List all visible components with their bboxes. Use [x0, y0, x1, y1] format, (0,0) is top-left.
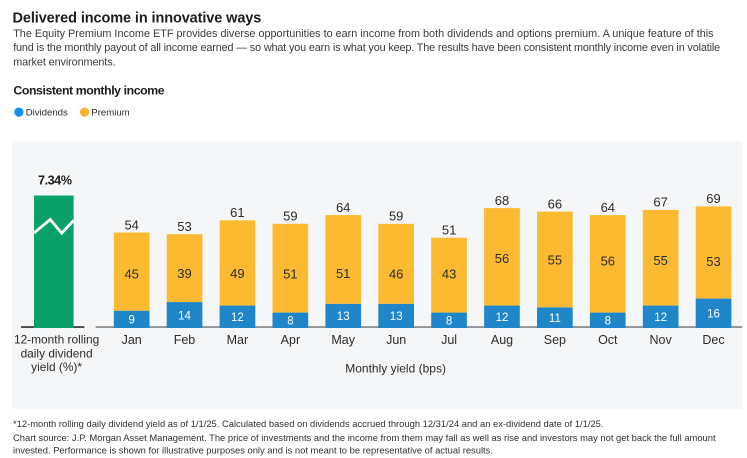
- svg-text:12-month rolling: 12-month rolling: [14, 333, 99, 347]
- svg-text:Mar: Mar: [227, 333, 249, 347]
- svg-text:46: 46: [389, 266, 403, 281]
- svg-text:8: 8: [605, 316, 611, 328]
- svg-text:69: 69: [706, 191, 720, 206]
- svg-text:May: May: [331, 333, 355, 347]
- svg-text:fund is the monthly payout of: fund is the monthly payout of all income…: [13, 42, 720, 54]
- svg-text:8: 8: [446, 316, 452, 328]
- svg-text:61: 61: [230, 205, 244, 220]
- svg-text:Jun: Jun: [386, 333, 406, 347]
- svg-text:invested. Performance is shown: invested. Performance is shown for illus…: [13, 444, 493, 455]
- svg-text:66: 66: [548, 196, 562, 211]
- svg-text:68: 68: [495, 193, 509, 208]
- svg-text:Premium: Premium: [91, 107, 129, 118]
- svg-text:7.34%: 7.34%: [38, 174, 72, 188]
- svg-text:The Equity Premium Income ETF: The Equity Premium Income ETF provides d…: [13, 28, 714, 40]
- svg-text:45: 45: [124, 267, 138, 282]
- svg-text:Chart source: J.P. Morgan Asse: Chart source: J.P. Morgan Asset Manageme…: [13, 432, 716, 443]
- svg-text:Jan: Jan: [122, 333, 142, 347]
- svg-text:*12-month rolling daily divide: *12-month rolling daily dividend yield a…: [13, 418, 604, 429]
- svg-text:53: 53: [706, 254, 720, 269]
- svg-text:Apr: Apr: [281, 333, 300, 347]
- svg-text:Feb: Feb: [174, 333, 196, 347]
- svg-text:16: 16: [707, 309, 720, 321]
- svg-text:13: 13: [337, 311, 350, 323]
- svg-text:64: 64: [336, 200, 350, 215]
- svg-text:yield (%)*: yield (%)*: [31, 360, 82, 374]
- svg-text:55: 55: [653, 253, 667, 268]
- svg-text:12: 12: [654, 312, 667, 324]
- svg-text:Consistent monthly income: Consistent monthly income: [13, 83, 164, 97]
- svg-text:13: 13: [390, 311, 403, 323]
- svg-text:Dec: Dec: [702, 333, 724, 347]
- svg-text:53: 53: [177, 219, 191, 234]
- svg-text:Dividends: Dividends: [26, 107, 68, 118]
- svg-text:51: 51: [442, 223, 456, 238]
- svg-text:11: 11: [549, 313, 561, 325]
- svg-text:8: 8: [287, 316, 293, 328]
- svg-text:43: 43: [442, 267, 456, 282]
- svg-text:56: 56: [601, 254, 615, 269]
- svg-text:59: 59: [283, 209, 297, 224]
- svg-text:Aug: Aug: [491, 333, 513, 347]
- svg-text:51: 51: [283, 266, 297, 281]
- svg-text:59: 59: [389, 209, 403, 224]
- svg-text:12: 12: [231, 312, 244, 324]
- svg-text:Sep: Sep: [544, 333, 566, 347]
- svg-text:12: 12: [496, 312, 509, 324]
- svg-text:39: 39: [177, 266, 191, 281]
- svg-text:Jul: Jul: [441, 333, 457, 347]
- svg-text:Monthly yield (bps): Monthly yield (bps): [345, 361, 446, 375]
- svg-text:51: 51: [336, 266, 350, 281]
- svg-text:daily dividend: daily dividend: [21, 346, 93, 360]
- svg-text:Oct: Oct: [598, 333, 618, 347]
- svg-text:49: 49: [230, 266, 244, 281]
- svg-text:54: 54: [124, 217, 138, 232]
- svg-text:Delivered income in innovative: Delivered income in innovative ways: [13, 10, 262, 26]
- svg-text:64: 64: [601, 200, 615, 215]
- svg-text:67: 67: [653, 195, 667, 210]
- svg-text:55: 55: [548, 253, 562, 268]
- svg-text:Nov: Nov: [649, 333, 672, 347]
- svg-text:56: 56: [495, 251, 509, 266]
- svg-text:9: 9: [128, 315, 134, 327]
- svg-text:market environments.: market environments.: [13, 57, 115, 69]
- svg-text:14: 14: [178, 310, 191, 322]
